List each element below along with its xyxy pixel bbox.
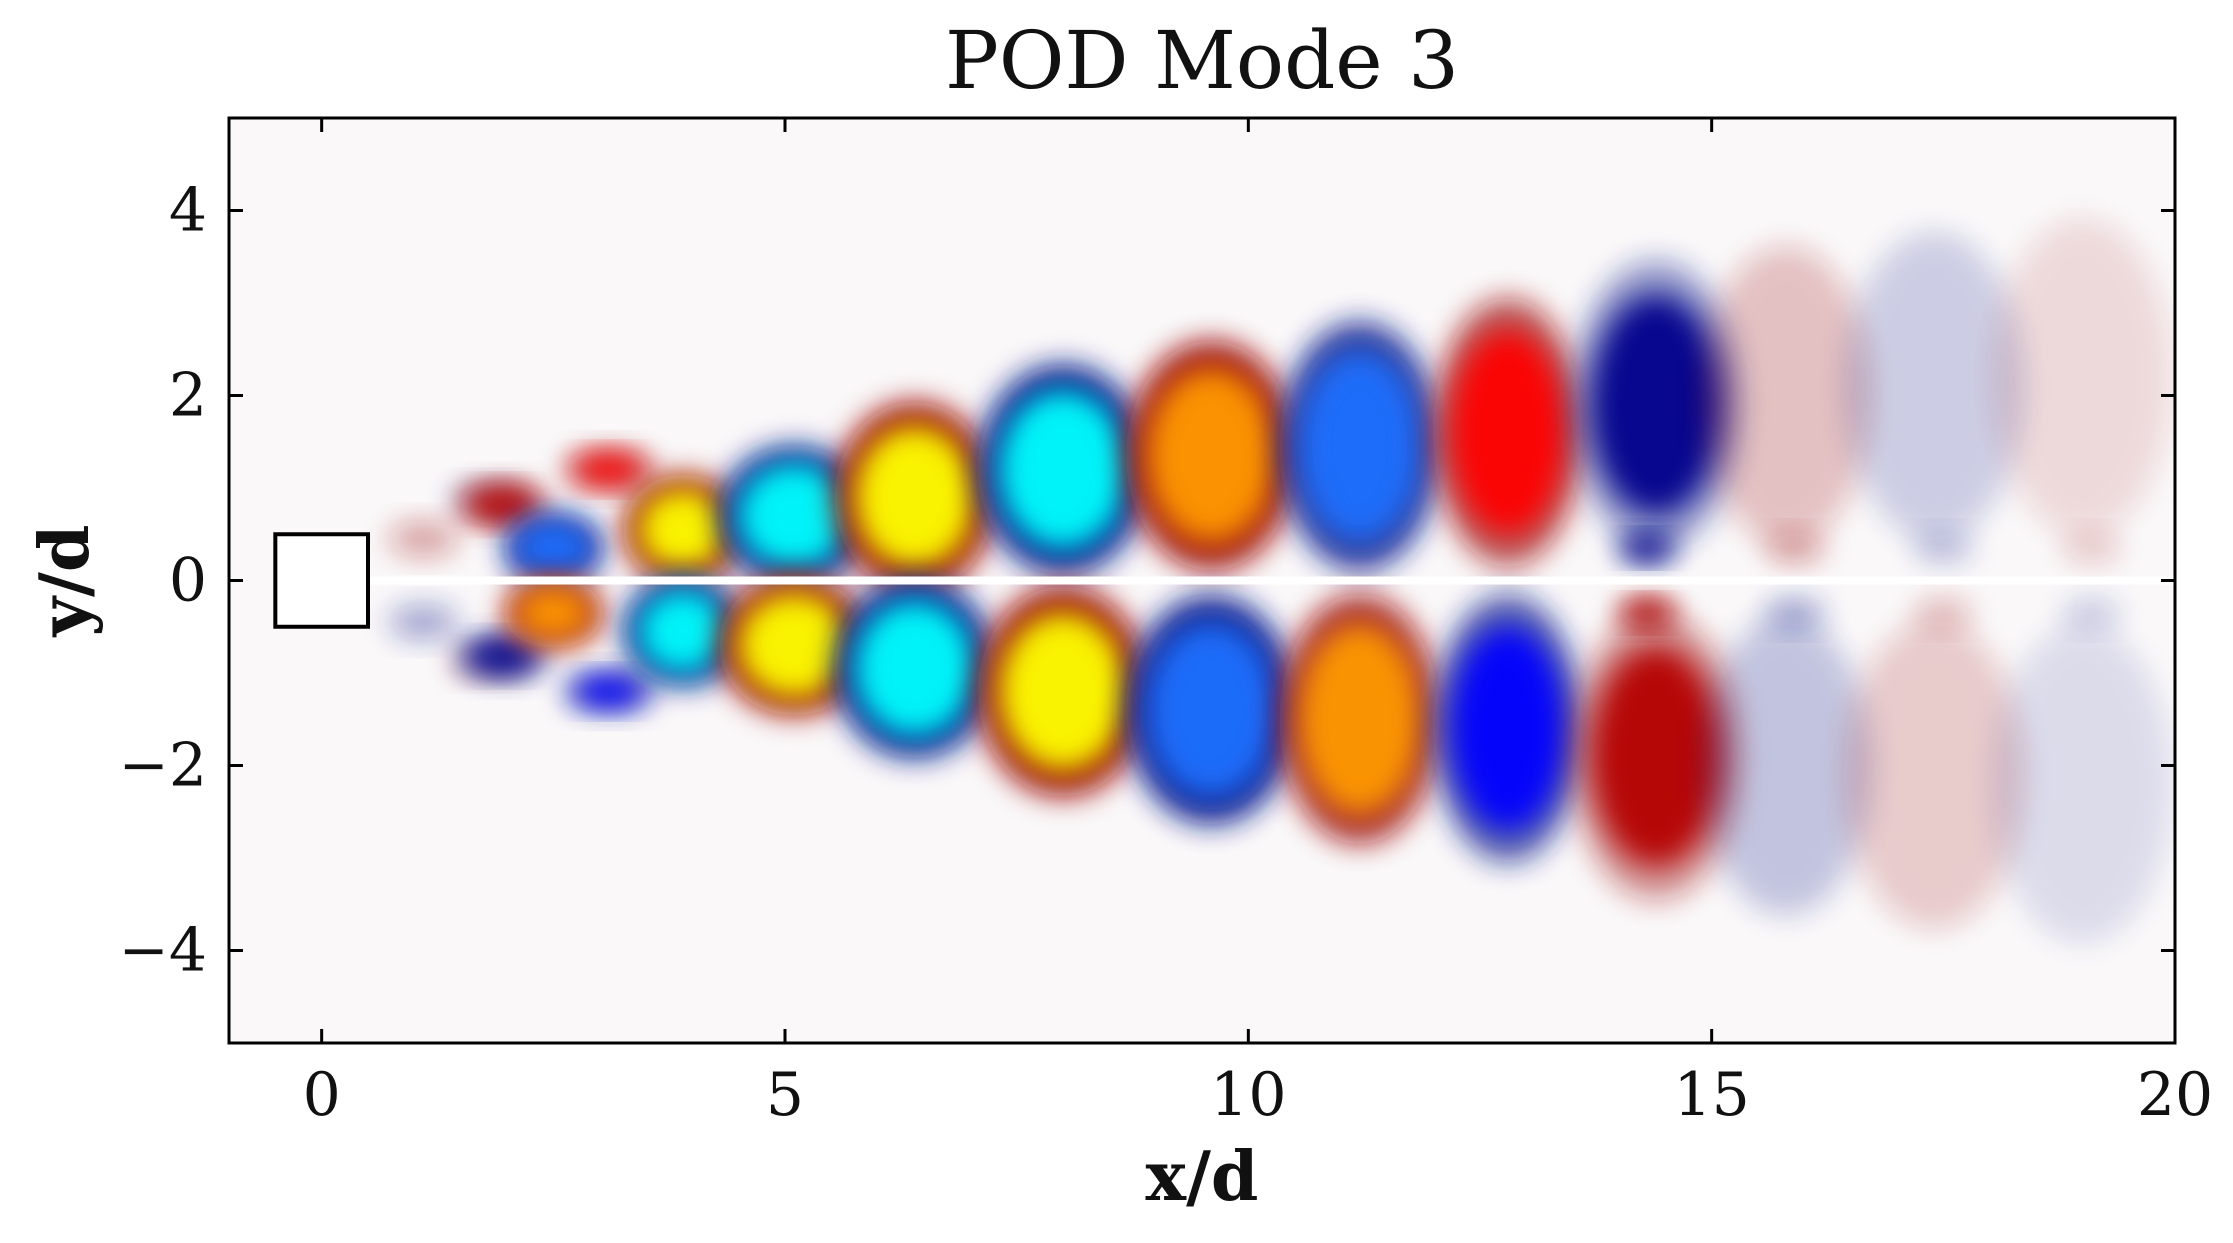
vortex-core <box>515 521 592 575</box>
x-tick-label: 15 <box>1673 1060 1749 1130</box>
wake-centerline <box>368 576 2175 585</box>
vortex-halo <box>1913 533 1974 564</box>
vortex-structure <box>457 634 548 679</box>
vortex-core <box>853 600 976 737</box>
vortex-structure <box>1700 245 1871 546</box>
y-tick-label: 4 <box>169 176 207 246</box>
x-tick-label: 20 <box>2137 1060 2213 1130</box>
vortex-structure <box>2061 597 2122 628</box>
vortex-halo <box>388 520 459 557</box>
vortex-core <box>637 487 729 572</box>
y-tick-label: −4 <box>119 916 207 986</box>
vortex-core <box>737 462 852 569</box>
vortex-core <box>1450 330 1565 535</box>
vortex-structure <box>2061 533 2122 564</box>
x-tick-label: 5 <box>766 1060 804 1130</box>
vortex-halo <box>1843 619 2025 930</box>
vortex-structure <box>1765 597 1826 628</box>
vortex-core <box>1146 622 1276 798</box>
x-axis-ticks: 0 5 10 15 20 <box>303 118 2213 1130</box>
vortex-core <box>574 676 644 707</box>
y-tick-label: 2 <box>169 361 207 431</box>
vortex-structure <box>1279 594 1440 845</box>
vortex-halo <box>1992 624 2173 944</box>
vortex-core <box>515 586 592 640</box>
vortex-core <box>1298 624 1421 815</box>
vortex-structure <box>1570 259 1742 550</box>
vortex-structure <box>1843 619 2025 930</box>
vortex-structure <box>457 482 548 527</box>
field-layer <box>388 217 2173 944</box>
vortex-halo <box>1765 533 1826 564</box>
vortex-structure <box>1765 533 1826 564</box>
chart-title: POD Mode 3 <box>945 14 1459 107</box>
vortex-structure <box>1700 615 1871 916</box>
vortex-structure <box>719 445 870 586</box>
vortex-core <box>853 425 976 570</box>
vortex-core <box>574 454 644 485</box>
vortex-halo <box>388 604 459 641</box>
vortex-core <box>1624 536 1670 560</box>
vortex-structure <box>1432 297 1583 568</box>
vortex-core <box>637 589 729 674</box>
vortex-structure <box>388 520 459 557</box>
vortex-halo <box>1700 615 1871 916</box>
vortex-halo <box>1913 597 1974 628</box>
vortex-core <box>1591 646 1721 867</box>
x-axis-label: x/d <box>1146 1137 1259 1217</box>
vortex-core <box>468 487 537 522</box>
vortex-structure <box>834 578 995 759</box>
x-tick-label: 0 <box>303 1060 341 1130</box>
vortex-structure <box>623 576 744 687</box>
vortex-structure <box>1992 217 2173 537</box>
vortex-structure <box>1913 597 1974 628</box>
vortex-structure <box>1913 533 1974 564</box>
vortex-core <box>998 611 1128 772</box>
square-cylinder <box>273 532 371 629</box>
vortex-core <box>1146 368 1276 543</box>
vortex-core <box>737 592 852 699</box>
vortex-structure <box>1126 340 1297 571</box>
y-tick-label: 0 <box>169 546 207 616</box>
vortex-halo <box>1843 231 2025 542</box>
vortex-structure <box>834 402 995 593</box>
vortex-structure <box>1992 624 2173 944</box>
vortex-structure <box>1616 533 1677 564</box>
vortex-core <box>1591 294 1721 515</box>
vortex-structure <box>1126 595 1297 825</box>
vortex-structure <box>1432 593 1583 864</box>
vortex-halo <box>1992 217 2173 537</box>
vortex-halo <box>2061 597 2122 628</box>
y-tick-label: −2 <box>119 731 207 801</box>
vortex-structure <box>503 513 604 584</box>
vortex-core <box>1450 626 1565 831</box>
vortex-structure <box>1843 231 2025 542</box>
y-axis-label: y/d <box>25 525 105 638</box>
vortex-core <box>1624 601 1670 625</box>
x-tick-label: 10 <box>1210 1060 1286 1130</box>
vortex-structure <box>1570 611 1742 902</box>
vortex-structure <box>503 577 604 648</box>
vortex-halo <box>2061 533 2122 564</box>
vortex-halo <box>1765 597 1826 628</box>
vortex-structure <box>563 449 654 490</box>
vortex-structure <box>977 364 1149 575</box>
vortex-core <box>468 639 537 674</box>
vortex-core <box>1298 351 1421 542</box>
vortex-structure <box>1616 597 1677 628</box>
vortex-structure <box>977 586 1149 797</box>
y-axis-ticks: −4 −2 0 2 4 <box>119 176 2175 986</box>
vortex-structure <box>563 671 654 712</box>
vortex-structure <box>623 474 744 585</box>
vortex-structure <box>719 575 870 716</box>
vortex-halo <box>1700 245 1871 546</box>
vortex-structure <box>1279 321 1440 572</box>
vortex-core <box>998 389 1128 550</box>
vortex-structure <box>388 604 459 641</box>
